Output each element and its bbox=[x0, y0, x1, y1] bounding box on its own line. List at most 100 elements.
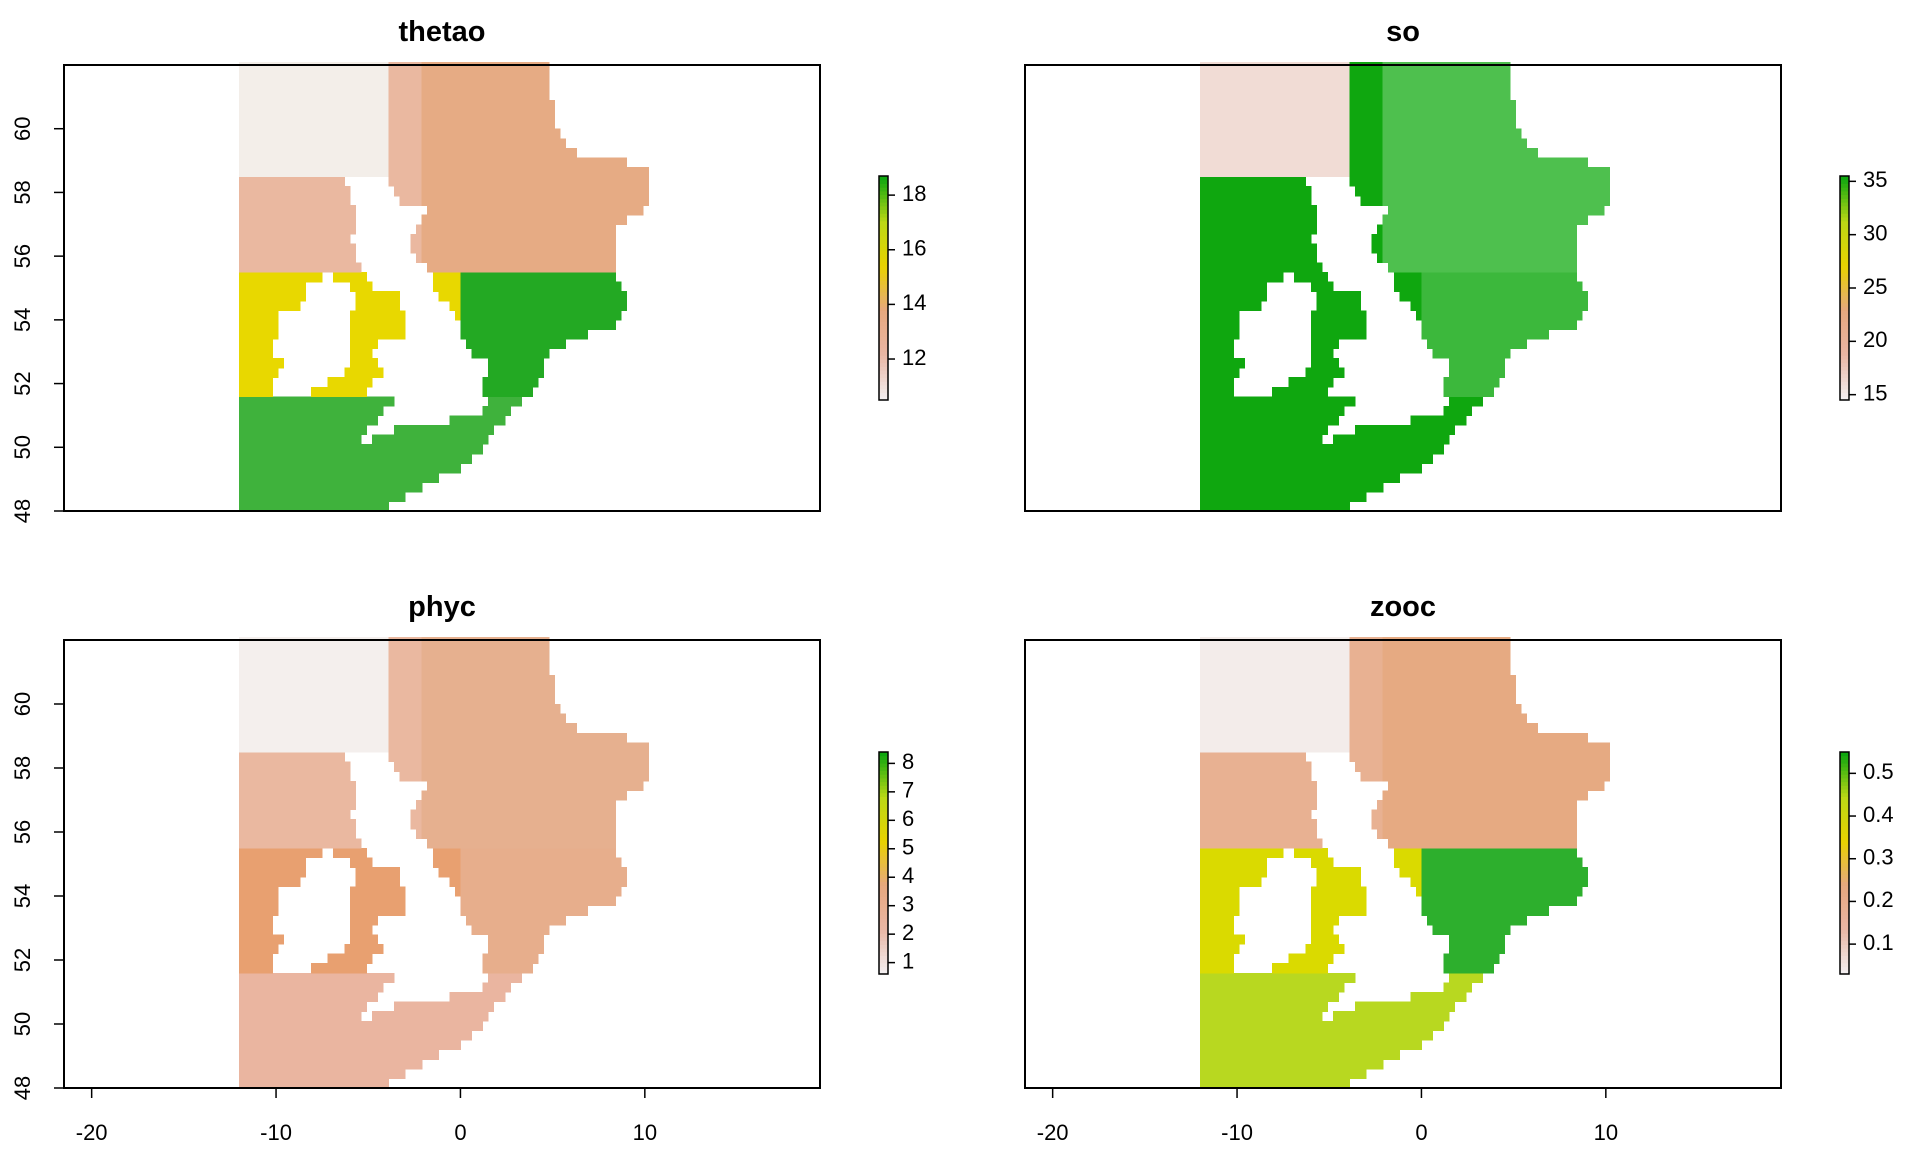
raster-cell bbox=[1388, 119, 1394, 129]
raster-cell bbox=[1471, 339, 1477, 349]
raster-cell bbox=[322, 205, 328, 215]
raster-cell bbox=[510, 100, 516, 110]
raster-cell bbox=[1482, 349, 1488, 359]
raster-cell bbox=[350, 1059, 356, 1069]
raster-cell bbox=[1377, 186, 1383, 196]
raster-cell bbox=[355, 291, 361, 301]
raster-cell bbox=[527, 263, 533, 273]
legend-swatch bbox=[879, 187, 888, 191]
raster-cell bbox=[378, 444, 384, 454]
raster-cell bbox=[1206, 129, 1212, 139]
raster-cell bbox=[1233, 177, 1239, 187]
raster-cell bbox=[494, 234, 500, 244]
raster-cell bbox=[588, 234, 594, 244]
raster-cell bbox=[538, 196, 544, 206]
raster-cell bbox=[1377, 454, 1383, 464]
raster-cell bbox=[267, 253, 273, 263]
raster-cell bbox=[344, 62, 350, 72]
raster-cell bbox=[1444, 224, 1450, 234]
raster-cell bbox=[1272, 234, 1278, 244]
raster-cell bbox=[543, 138, 549, 148]
raster-cell bbox=[422, 1011, 428, 1021]
raster-cell bbox=[1217, 234, 1223, 244]
raster-cell bbox=[433, 62, 439, 72]
raster-cell bbox=[372, 463, 378, 473]
raster-cell bbox=[1455, 243, 1461, 253]
raster-cell bbox=[1222, 329, 1228, 339]
raster-cell bbox=[1344, 310, 1350, 320]
raster-cell bbox=[245, 100, 251, 110]
raster-cell bbox=[1455, 377, 1461, 387]
raster-cell bbox=[615, 177, 621, 187]
raster-cell bbox=[322, 196, 328, 206]
raster-cell bbox=[571, 272, 577, 282]
raster-cell bbox=[1471, 148, 1477, 158]
raster-cell bbox=[532, 91, 538, 101]
raster-cell bbox=[339, 1030, 345, 1040]
raster-cell bbox=[289, 119, 295, 129]
raster-cell bbox=[477, 119, 483, 129]
raster-cell bbox=[1366, 119, 1372, 129]
raster-cell bbox=[422, 62, 428, 72]
raster-cell bbox=[1244, 177, 1250, 187]
raster-cell bbox=[1222, 234, 1228, 244]
raster-cell bbox=[521, 71, 527, 81]
raster-cell bbox=[455, 167, 461, 177]
raster-cell bbox=[1206, 119, 1212, 129]
raster-cell bbox=[1322, 301, 1328, 311]
raster-cell bbox=[538, 119, 544, 129]
raster-cell bbox=[466, 148, 472, 158]
raster-cell bbox=[582, 167, 588, 177]
raster-cell bbox=[1228, 215, 1234, 225]
raster-cell bbox=[1449, 282, 1455, 292]
raster-cell bbox=[267, 215, 273, 225]
raster-cell bbox=[615, 157, 621, 167]
raster-cell bbox=[449, 1030, 455, 1040]
raster-cell bbox=[460, 301, 466, 311]
raster-cell bbox=[538, 368, 544, 378]
raster-cell bbox=[1504, 81, 1510, 91]
raster-cell bbox=[483, 339, 489, 349]
raster-cell bbox=[1455, 177, 1461, 187]
raster-cell bbox=[350, 129, 356, 139]
raster-cell bbox=[389, 291, 395, 301]
raster-cell bbox=[372, 81, 378, 91]
raster-cell bbox=[499, 71, 505, 81]
raster-cell bbox=[267, 387, 273, 397]
raster-cell bbox=[1366, 129, 1372, 139]
raster-cell bbox=[361, 282, 367, 292]
raster-cell bbox=[1261, 224, 1267, 234]
raster-cell bbox=[1250, 463, 1256, 473]
raster-cell bbox=[306, 253, 312, 263]
raster-cell bbox=[267, 1011, 273, 1021]
raster-cell bbox=[289, 263, 295, 273]
raster-cell bbox=[488, 396, 494, 406]
raster-cell bbox=[1222, 196, 1228, 206]
raster-cell bbox=[306, 263, 312, 273]
raster-cell bbox=[1222, 377, 1228, 387]
raster-cell bbox=[566, 234, 572, 244]
raster-cell bbox=[433, 119, 439, 129]
raster-cell bbox=[549, 215, 555, 225]
raster-cell bbox=[1311, 396, 1317, 406]
raster-cell bbox=[372, 435, 378, 445]
raster-cell bbox=[427, 1040, 433, 1050]
raster-cell bbox=[460, 454, 466, 464]
raster-cell bbox=[289, 406, 295, 416]
raster-cell bbox=[311, 454, 317, 464]
raster-cell bbox=[300, 157, 306, 167]
raster-cell bbox=[455, 1002, 461, 1012]
raster-cell bbox=[267, 110, 273, 120]
raster-cell bbox=[1560, 301, 1566, 311]
raster-cell bbox=[1300, 444, 1306, 454]
raster-cell bbox=[1416, 71, 1422, 81]
raster-cell bbox=[1549, 215, 1555, 225]
raster-cell bbox=[555, 301, 561, 311]
raster-cell bbox=[1449, 320, 1455, 330]
raster-cell bbox=[366, 473, 372, 483]
raster-cell bbox=[366, 492, 372, 502]
raster-cell bbox=[1499, 91, 1505, 101]
raster-cell bbox=[333, 377, 339, 387]
raster-cell bbox=[1217, 272, 1223, 282]
raster-cell bbox=[483, 291, 489, 301]
